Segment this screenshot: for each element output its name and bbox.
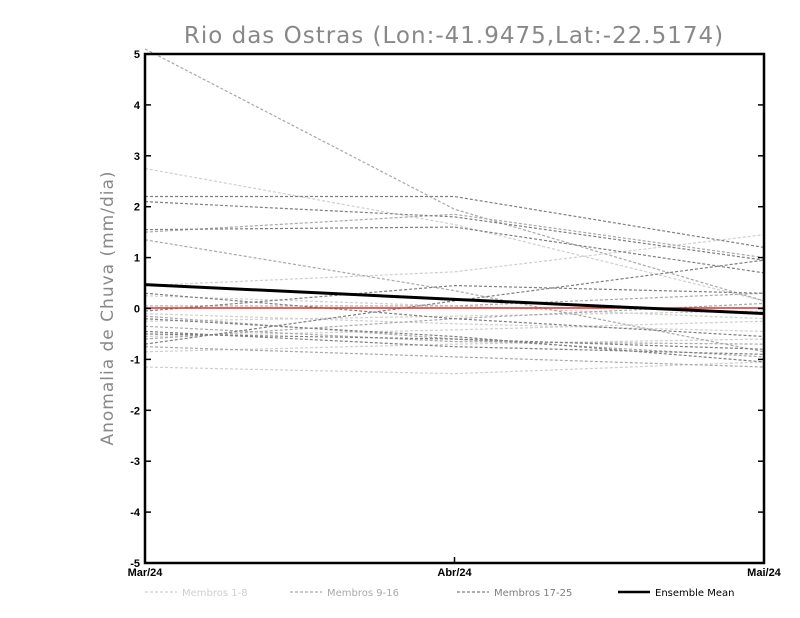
y-tick-label: 5 (134, 49, 140, 61)
y-tick-label: 3 (134, 151, 140, 163)
legend-label: Ensemble Mean (655, 588, 734, 599)
y-tick-label: -4 (130, 507, 141, 519)
series-line-group2-member3 (144, 213, 765, 259)
series-line-group1-member8 (144, 338, 765, 353)
y-tick-label: -5 (130, 558, 140, 570)
series-line-group1-member3 (144, 361, 765, 375)
x-tick-label: Abr/24 (437, 567, 472, 579)
legend-label: Membros 17-25 (494, 588, 572, 599)
x-tick-label: Mai/24 (747, 567, 782, 579)
legend-label: Membros 1-8 (182, 588, 248, 599)
series-line-group2-member7 (144, 346, 765, 368)
series-line-group3-member2 (144, 201, 765, 261)
series-line-ensemble-mean (144, 283, 765, 316)
y-tick-label: -2 (130, 405, 140, 417)
series-line-group3-member5 (144, 284, 765, 312)
series-line-group3-member3 (144, 226, 765, 274)
series-line-group1-member2 (144, 234, 765, 287)
y-tick-label: 4 (134, 100, 141, 112)
y-tick-label: 1 (134, 253, 140, 265)
series-line-group1-member6 (144, 295, 765, 320)
series-line-group2-member8 (144, 325, 765, 345)
series-line-group1-member5 (144, 312, 765, 333)
series-line-group3-member1 (145, 195, 765, 249)
series-line-group1-member4 (144, 320, 765, 338)
y-tick-label: -1 (130, 354, 140, 366)
chart-title: Rio das Ostras (Lon:-41.9475,Lat:-22.517… (184, 23, 724, 49)
x-tick-label: Mar/24 (128, 567, 164, 579)
y-tick-label: 2 (134, 202, 140, 214)
series-line-group3-member7 (144, 259, 765, 345)
series-line-group3-member9 (144, 318, 765, 363)
y-axis-ticks: 5 4 3 2 1 0 -1 -2 -3 -4 -5 (130, 49, 764, 570)
legend-label: Membros 9-16 (327, 588, 399, 599)
y-tick-label: -3 (130, 456, 140, 468)
series-line-group2-member4 (144, 315, 765, 358)
y-axis-label: Anomalia de Chuva (mm/dia) (98, 170, 118, 445)
mean-layer (144, 283, 765, 316)
x-axis-ticks: Mar/24 Abr/24 Mai/24 (128, 557, 782, 579)
series-line-group1-member1 (144, 167, 765, 302)
legend: Membros 1-8 Membros 9-16 Membros 17-25 Ense… (145, 588, 734, 599)
series-line-group3-member4 (144, 292, 765, 338)
series-line-group2-member5 (145, 292, 765, 307)
series-line-group1-member7 (144, 310, 765, 322)
series-line-group2-member1 (144, 48, 765, 302)
series-layer (144, 48, 765, 375)
y-tick-label: 0 (134, 304, 140, 316)
series-line-group3-member6 (144, 330, 765, 355)
series-line-group3-member8 (144, 333, 765, 350)
